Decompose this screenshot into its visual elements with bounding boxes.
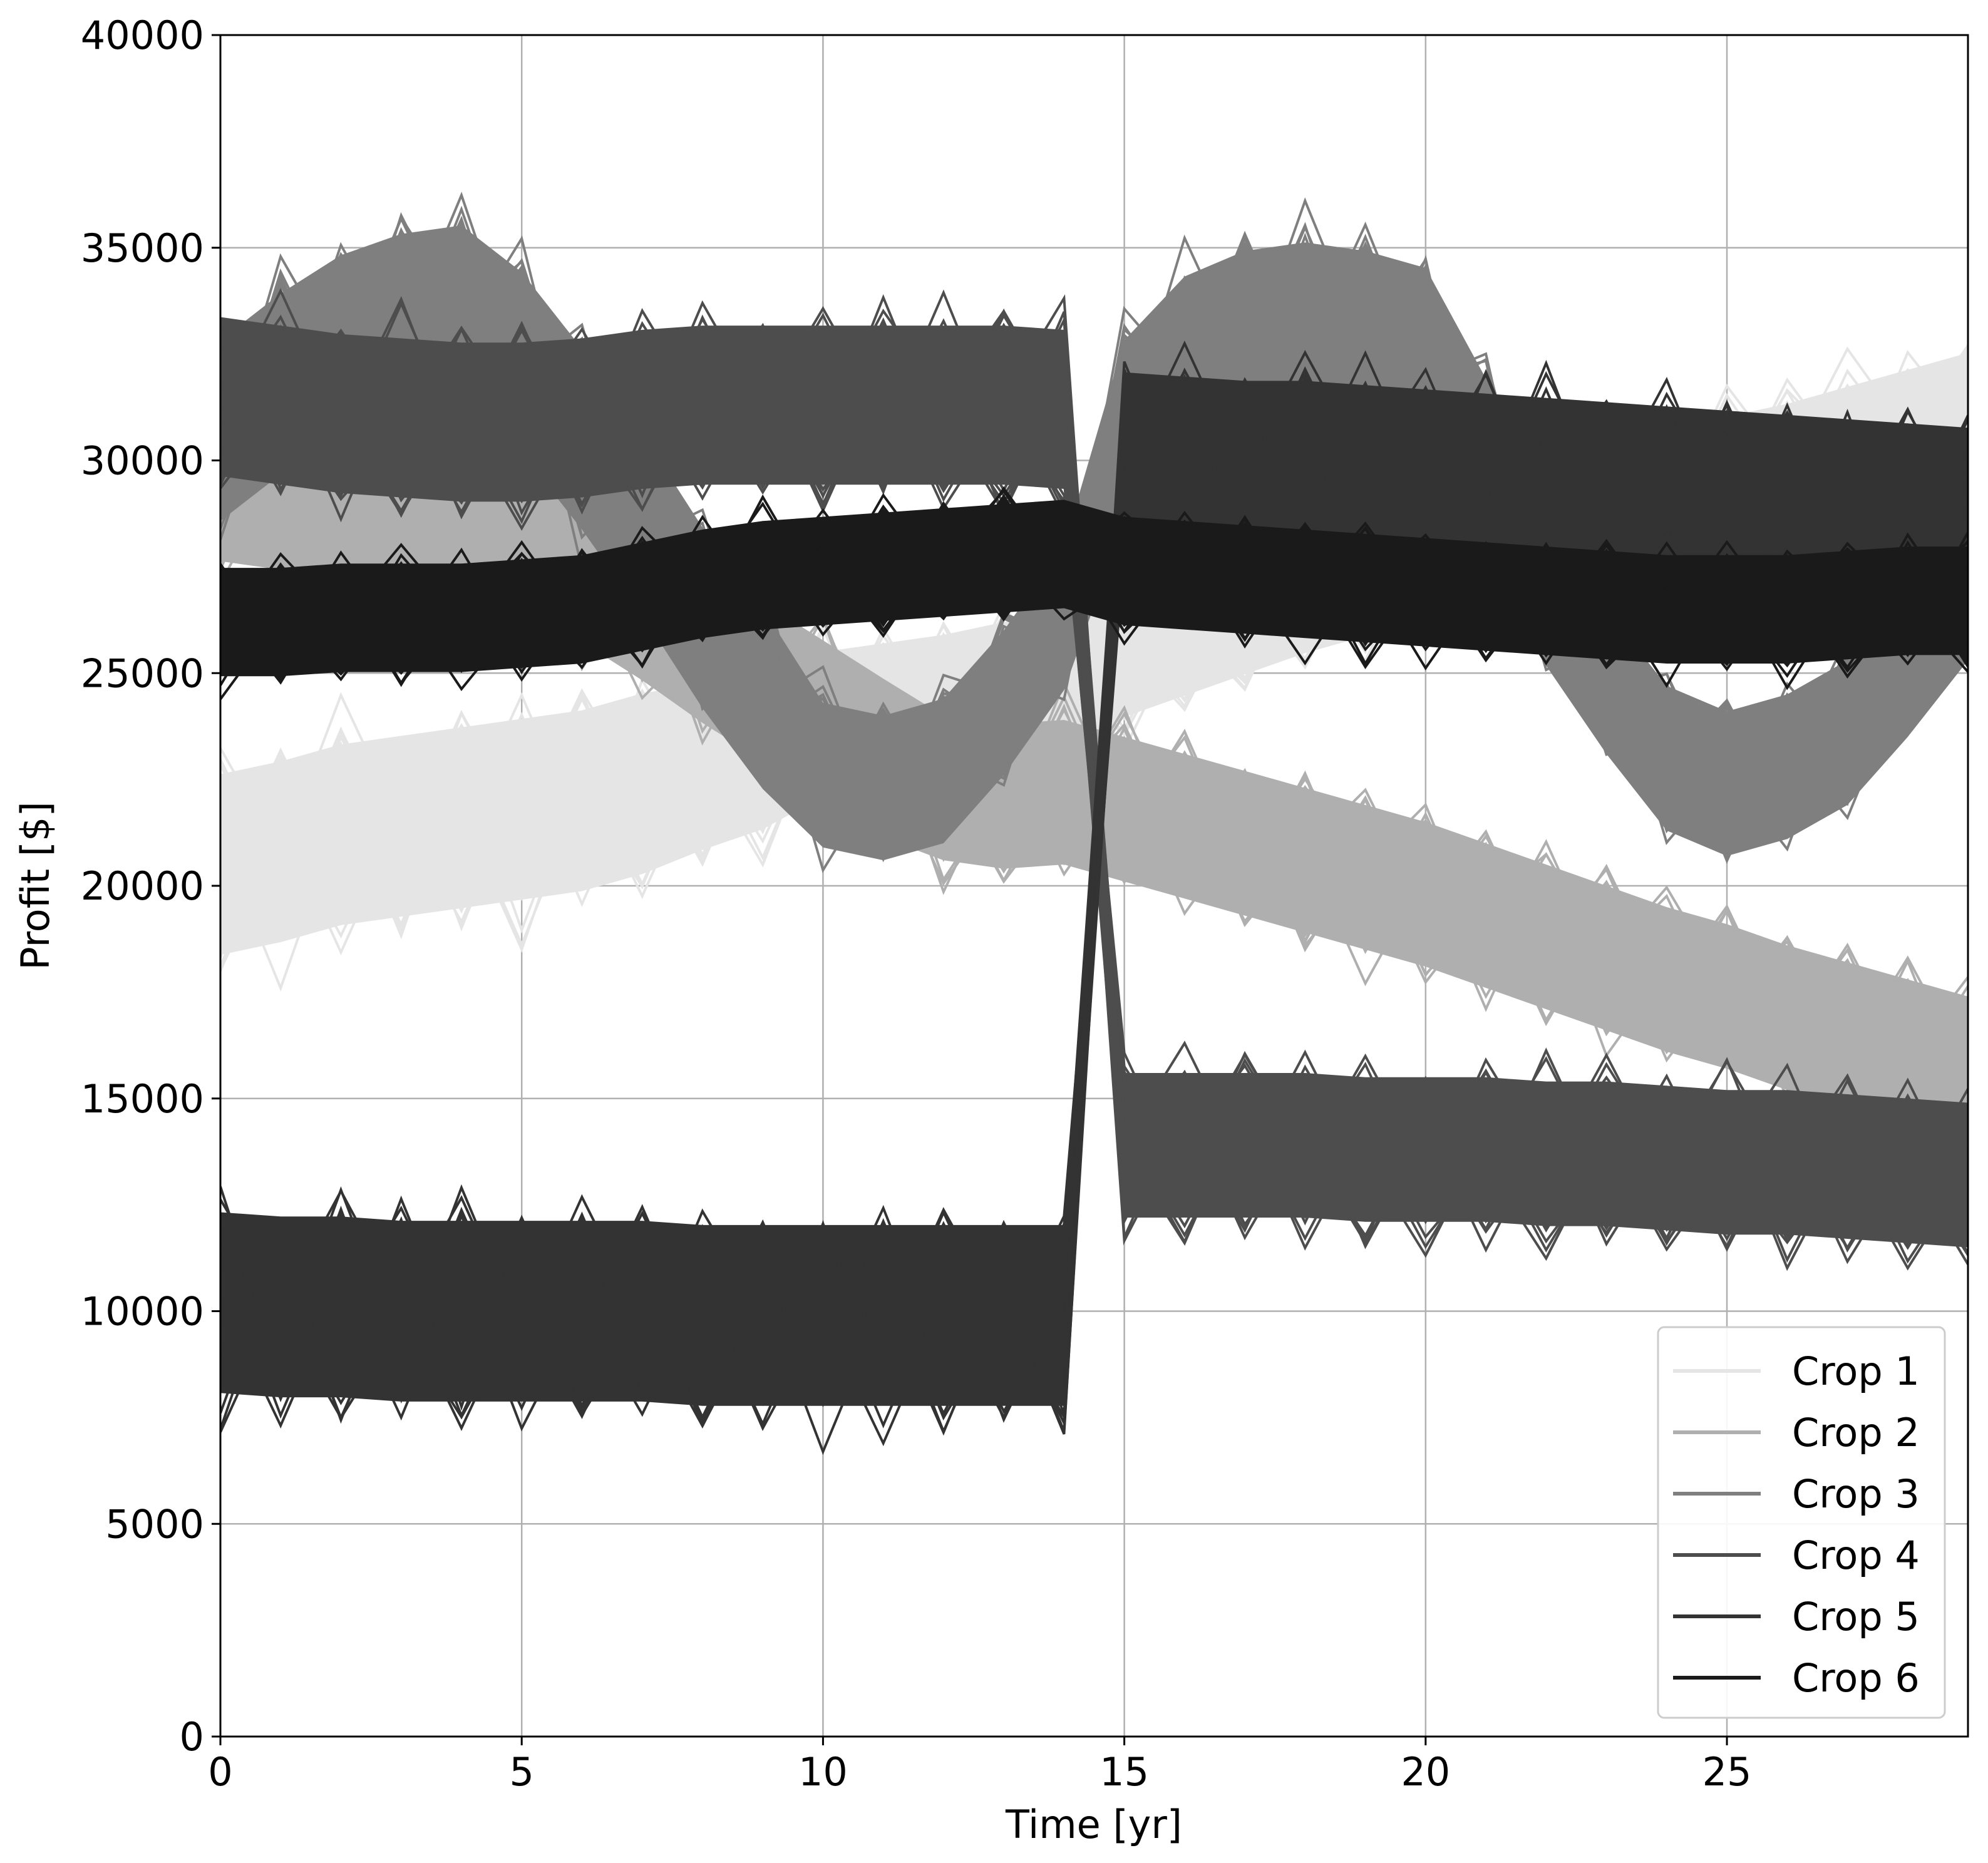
y-tick-label: 30000	[81, 438, 204, 484]
y-tick-label: 10000	[81, 1289, 204, 1335]
series-line	[220, 508, 1968, 657]
x-tick-label: 20	[1401, 1749, 1450, 1795]
series-layer	[220, 192, 1968, 1455]
legend-label-1: Crop 1	[1792, 1348, 1920, 1394]
y-tick-label: 5000	[105, 1501, 204, 1547]
legend-box	[1657, 1326, 1946, 1719]
legend-label-4: Crop 4	[1792, 1532, 1920, 1578]
x-tick-label: 10	[798, 1749, 848, 1795]
legend-label-6: Crop 6	[1792, 1655, 1920, 1701]
series-line	[220, 294, 1968, 1204]
legend-label-2: Crop 2	[1792, 1410, 1920, 1455]
y-axis-label: Profit [$]	[13, 801, 58, 970]
y-tick-label: 0	[180, 1714, 204, 1760]
x-axis-label: Time [yr]	[1005, 1802, 1182, 1847]
series-line	[220, 515, 1968, 670]
x-axis-ticks: 0 5 10 15 20 25	[208, 1737, 1751, 1795]
x-tick-label: 25	[1702, 1749, 1752, 1795]
legend: Crop 1 Crop 2 Crop 3 Crop 4 Crop 5 Crop 6	[1657, 1326, 1946, 1719]
series-line	[220, 369, 1968, 1364]
series-line	[220, 228, 1968, 818]
y-axis-ticks: 0 5000 10000 15000 20000 25000 30000 35000 40000	[81, 13, 220, 1760]
series-line	[220, 530, 1968, 682]
series-line	[220, 551, 1968, 701]
y-tick-label: 15000	[81, 1076, 204, 1122]
y-tick-label: 25000	[81, 650, 204, 696]
series-line	[220, 511, 1968, 664]
y-tick-label: 35000	[81, 225, 204, 271]
legend-label-3: Crop 3	[1792, 1471, 1920, 1517]
x-tick-label: 0	[208, 1749, 232, 1795]
x-tick-label: 5	[509, 1749, 533, 1795]
series-line	[220, 542, 1968, 685]
y-tick-label: 20000	[81, 863, 204, 909]
series-4	[220, 287, 1968, 1271]
series-5	[220, 340, 1968, 1455]
series-line	[220, 488, 1968, 657]
series-line	[220, 294, 1968, 1210]
series-line	[220, 415, 1968, 1427]
series-line	[220, 515, 1968, 674]
series-6	[220, 486, 1968, 701]
y-tick-label: 40000	[81, 13, 204, 58]
x-tick-label: 15	[1100, 1749, 1149, 1795]
legend-label-5: Crop 5	[1792, 1594, 1920, 1640]
